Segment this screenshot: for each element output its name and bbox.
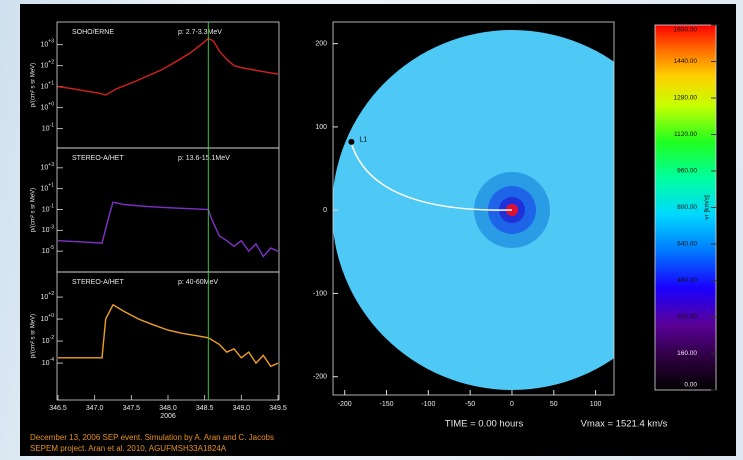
x-tick-label: 100 xyxy=(590,401,602,408)
colorbar-tick-label: 1440.00 xyxy=(674,58,698,65)
panel-title: STEREO-A/HET xyxy=(72,279,124,286)
colorbar-tick-label: 1120.00 xyxy=(674,131,697,138)
colorbar-tick-label: 320.00 xyxy=(677,314,697,321)
colorbar-tick-label: 1600.00 xyxy=(674,27,698,34)
x-axis-label: 2006 xyxy=(160,413,176,420)
x-tick-label: -50 xyxy=(465,401,475,408)
x-tick-label: -150 xyxy=(380,401,394,408)
x-tick-label: -100 xyxy=(421,401,435,408)
x-tick-label: 349.5 xyxy=(269,405,287,412)
x-tick-label: 346.5 xyxy=(49,405,67,412)
y-tick-label: -100 xyxy=(313,290,327,297)
x-tick-label: 50 xyxy=(550,401,558,408)
caption: December 13, 2006 SEP event. Simulation … xyxy=(30,433,274,442)
caption: SEPEM project. Aran et al. 2010, AGUFMSH… xyxy=(30,444,227,453)
y-tick-label: 100 xyxy=(315,124,327,131)
x-tick-label: 348.0 xyxy=(159,405,177,412)
panel-subtitle: p: 13.6-15.1MeV xyxy=(178,155,230,162)
colorbar-label: vr [km/s] xyxy=(704,195,711,220)
y-axis-label: p/(cm² s sr MeV) xyxy=(31,314,37,358)
l1-point xyxy=(348,139,354,145)
x-tick-label: 348.5 xyxy=(196,405,214,412)
y-tick-label: 0 xyxy=(323,207,327,214)
panel-title: SOHO/ERNE xyxy=(72,29,114,36)
colorbar-tick-label: 960.00 xyxy=(677,168,697,175)
vmax-label: Vmax = 1521.4 km/s xyxy=(581,419,668,430)
colorbar-tick-label: 480.00 xyxy=(677,277,697,284)
colorbar-tick-label: 1280.00 xyxy=(674,95,698,102)
x-tick-label: 0 xyxy=(510,401,514,408)
panel-subtitle: p: 40-60MeV xyxy=(178,279,218,286)
x-tick-label: 347.0 xyxy=(86,405,104,412)
panel-subtitle: p: 2.7-3.3MeV xyxy=(178,29,222,36)
point-label: L1 xyxy=(359,137,367,144)
y-tick-label: -200 xyxy=(313,374,327,381)
y-tick-label: 200 xyxy=(315,40,327,47)
panel-title: STEREO-A/HET xyxy=(72,155,124,162)
y-axis-label: p/(cm² s sr MeV) xyxy=(31,188,37,232)
colorbar-tick-label: 0.00 xyxy=(684,382,697,389)
x-tick-label: 347.5 xyxy=(123,405,141,412)
colorbar-tick-label: 160.00 xyxy=(677,350,697,357)
colorbar-tick-label: 800.00 xyxy=(677,204,697,211)
time-label: TIME = 0.00 hours xyxy=(445,419,524,430)
x-tick-label: 349.0 xyxy=(233,405,251,412)
x-tick-label: -200 xyxy=(338,401,352,408)
colorbar-tick-label: 640.00 xyxy=(677,241,697,248)
page: December 13, 2006 SEP event. Simulation … xyxy=(0,0,743,460)
figure: December 13, 2006 SEP event. Simulation … xyxy=(0,0,743,460)
y-axis-label: p/(cm² s sr MeV) xyxy=(31,63,37,107)
